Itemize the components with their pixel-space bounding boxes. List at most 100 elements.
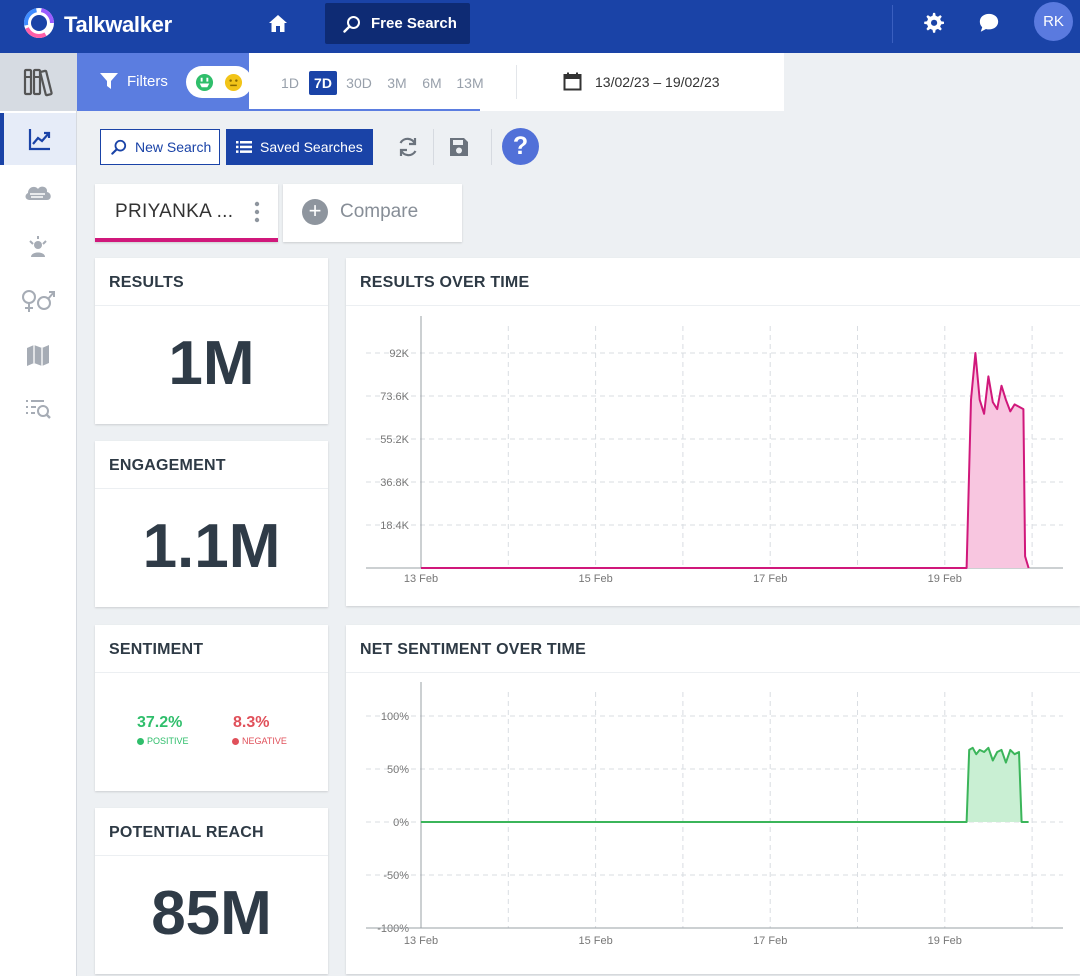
series-line: [421, 352, 1030, 569]
range-button-3m[interactable]: 3M: [387, 75, 407, 91]
influencer-icon: [29, 236, 47, 257]
range-button-7d[interactable]: 7D: [309, 71, 337, 95]
positive-value: 37.2%: [137, 714, 183, 731]
x-tick-label: 19 Feb: [928, 935, 962, 947]
query-tab-active[interactable]: PRIYANKA ...: [95, 184, 278, 242]
user-avatar[interactable]: RK: [1034, 2, 1073, 41]
series-area: [421, 353, 1029, 568]
positive-dot-icon: [137, 737, 144, 745]
x-tick-label: 17 Feb: [753, 935, 787, 947]
gear-icon[interactable]: [923, 12, 945, 34]
rail-item-demographics[interactable]: [0, 275, 76, 327]
new-search-button[interactable]: New Search: [100, 129, 220, 165]
list-search-icon: [26, 400, 51, 419]
x-tick-label: 15 Feb: [578, 573, 612, 585]
net-sentiment-over-time-chart: -100% -50% 0% 50% 100% 13 Feb 15 Feb 17 Feb 19 F…: [366, 682, 1063, 947]
free-search-button[interactable]: Free Search: [325, 3, 470, 44]
x-tick-label: 17 Feb: [753, 573, 787, 585]
net-sentiment-over-time-card: NET SENTIMENT OVER TIME -100% -50% 0% 50% 10…: [346, 625, 1080, 974]
rail-item-influencers[interactable]: [0, 221, 76, 273]
range-button-6m[interactable]: 6M: [422, 75, 442, 91]
cloud-icon: [25, 186, 51, 200]
free-search-label: Free Search: [371, 15, 457, 32]
engagement-value: 1.1M: [142, 512, 281, 581]
left-navigation: [0, 53, 77, 976]
rail-item-themes[interactable]: [0, 167, 76, 219]
rail-item-map[interactable]: [0, 329, 76, 381]
potential-reach-value: 85M: [151, 879, 272, 948]
card-title: RESULTS: [109, 274, 184, 291]
y-tick-label: 50%: [387, 764, 409, 776]
y-tick-label: 18.4K: [380, 520, 409, 532]
engagement-card: ENGAGEMENT 1.1M: [95, 441, 328, 607]
map-icon: [27, 345, 49, 366]
positive-label: POSITIVE: [147, 736, 189, 746]
saved-searches-button[interactable]: Saved Searches: [226, 129, 373, 165]
y-tick-label: 55.2K: [380, 434, 409, 446]
x-tick-label: 13 Feb: [404, 573, 438, 585]
calendar-icon[interactable]: [563, 72, 582, 91]
help-button[interactable]: ?: [502, 128, 539, 165]
card-title: ENGAGEMENT: [109, 457, 226, 474]
x-tick-label: 13 Feb: [404, 935, 438, 947]
y-tick-label: -50%: [383, 870, 409, 882]
negative-value: 8.3%: [233, 714, 270, 731]
top-bar: Talkwalker Free Search RK: [0, 0, 1080, 53]
filters-button[interactable]: Filters: [77, 53, 252, 111]
y-tick-label: 92K: [389, 348, 409, 360]
filters-label: Filters: [127, 73, 168, 90]
results-value: 1M: [168, 329, 255, 398]
results-over-time-chart: 18.4K 36.8K 55.2K 73.6K 92K 13 Feb 15 Feb 17 Fe…: [366, 316, 1063, 585]
x-tick-label: 15 Feb: [578, 935, 612, 947]
negative-label: NEGATIVE: [242, 736, 287, 746]
time-range-bar: 1D 7D 30D 3M 6M 13M 13/02/23 – 19/02/23: [249, 53, 784, 111]
y-tick-label: 36.8K: [380, 477, 409, 489]
series-area: [421, 747, 1029, 822]
divider: [95, 855, 328, 856]
divider: [95, 305, 328, 306]
negative-label-wrap: NEGATIVE: [232, 736, 287, 746]
sentiment-card: SENTIMENT 37.2% POSITIVE 8.3% NEGATIVE: [95, 625, 328, 791]
brand-name: Talkwalker: [64, 12, 172, 37]
divider: [433, 129, 434, 165]
y-tick-label: 0%: [393, 817, 409, 829]
search-icon: [111, 139, 127, 155]
neutral-face-icon: [224, 73, 243, 92]
active-tab-indicator: [95, 238, 278, 242]
rail-item-results[interactable]: [0, 113, 76, 165]
sentiment-filter-pill[interactable]: [186, 66, 252, 98]
range-button-13m[interactable]: 13M: [456, 75, 484, 91]
results-card: RESULTS 1M: [95, 258, 328, 424]
new-search-label: New Search: [135, 139, 212, 155]
more-options-icon[interactable]: [254, 200, 260, 224]
divider: [95, 672, 328, 673]
chart-plot: 18.4K 36.8K 55.2K 73.6K 92K 13 Feb 15 Feb 17 Fe…: [366, 316, 1063, 585]
compare-tab-button[interactable]: + Compare: [283, 184, 462, 242]
refresh-icon[interactable]: [396, 135, 420, 159]
home-icon[interactable]: [266, 12, 290, 36]
divider: [346, 305, 1080, 306]
list-icon: [236, 141, 252, 153]
plus-icon: +: [302, 199, 328, 225]
save-icon[interactable]: [447, 135, 471, 159]
rail-library-button[interactable]: [0, 53, 77, 111]
rail-item-search-list[interactable]: [0, 383, 76, 435]
chart-plot: -100% -50% 0% 50% 100% 13 Feb 15 Feb 17 Feb 19 F…: [366, 682, 1063, 947]
series-line: [421, 746, 1029, 823]
results-over-time-card: RESULTS OVER TIME 18.4K 36.8K 55.2K 73.6K 92…: [346, 258, 1080, 606]
query-tab-label: PRIYANKA ...: [115, 201, 234, 222]
divider: [892, 5, 893, 43]
search-icon: [343, 15, 360, 33]
negative-dot-icon: [232, 737, 239, 745]
chat-icon[interactable]: [978, 12, 1000, 34]
x-tick-label: 19 Feb: [928, 573, 962, 585]
divider: [346, 672, 1080, 673]
date-range-label[interactable]: 13/02/23 – 19/02/23: [595, 74, 720, 90]
range-button-1d[interactable]: 1D: [281, 75, 299, 91]
trending-chart-icon: [28, 129, 51, 151]
library-icon: [23, 68, 53, 97]
saved-searches-label: Saved Searches: [260, 139, 363, 155]
talkwalker-logo-icon[interactable]: [22, 6, 56, 40]
y-tick-label: 73.6K: [380, 391, 409, 403]
range-button-30d[interactable]: 30D: [346, 75, 372, 91]
